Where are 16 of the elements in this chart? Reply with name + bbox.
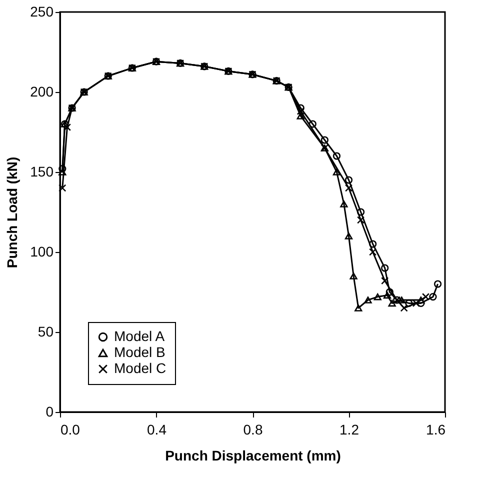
x-tick-label: 0.8	[243, 422, 263, 438]
x-tick-label: 1.2	[340, 422, 360, 438]
y-axis-title: Punch Load (kN)	[4, 156, 20, 268]
y-tick-label: 0	[46, 404, 54, 420]
y-tick-label: 150	[30, 164, 54, 180]
legend-label: Model A	[114, 328, 166, 344]
y-tick-label: 250	[30, 4, 54, 20]
x-tick-label: 1.6	[426, 422, 446, 438]
x-tick-label: 0.4	[147, 422, 167, 438]
legend-label: Model B	[114, 344, 166, 360]
x-tick-label: 0.0	[60, 422, 80, 438]
y-tick-label: 200	[30, 84, 54, 100]
x-axis-title: Punch Displacement (mm)	[165, 448, 341, 464]
legend-label: Model C	[114, 360, 166, 376]
y-tick-label: 100	[30, 244, 54, 260]
y-tick-label: 50	[38, 324, 54, 340]
